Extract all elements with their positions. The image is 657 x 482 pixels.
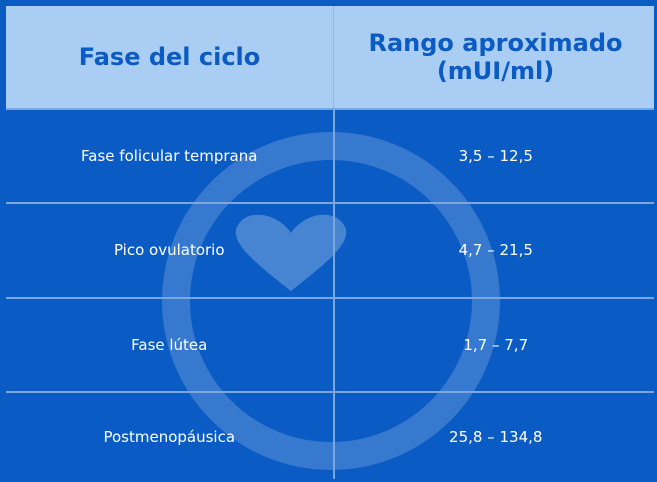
header-cell: Rango aproximado (mUI/ml) (333, 6, 654, 109)
table-cell: Pico ovulatorio (6, 202, 335, 298)
table-cell: Postmenopáusica (6, 390, 335, 479)
table-cell: 1,7 – 7,7 (333, 296, 654, 392)
table-row: Postmenopáusica 25,8 – 134,8 (6, 390, 654, 479)
table-cell: Fase lútea (6, 296, 335, 392)
table-cell: Fase folicular temprana (6, 107, 335, 204)
table-row: Pico ovulatorio 4,7 – 21,5 (6, 202, 654, 298)
table-row: Fase lútea 1,7 – 7,7 (6, 296, 654, 392)
table-cell: 4,7 – 21,5 (333, 202, 654, 298)
header-cell: Fase del ciclo (6, 6, 334, 109)
table-cell: 25,8 – 134,8 (333, 390, 654, 479)
table-cell: 3,5 – 12,5 (333, 107, 654, 204)
range-table: Fase del ciclo Rango aproximado (mUI/ml)… (6, 6, 654, 479)
table-row: Fase folicular temprana 3,5 – 12,5 (6, 107, 654, 204)
